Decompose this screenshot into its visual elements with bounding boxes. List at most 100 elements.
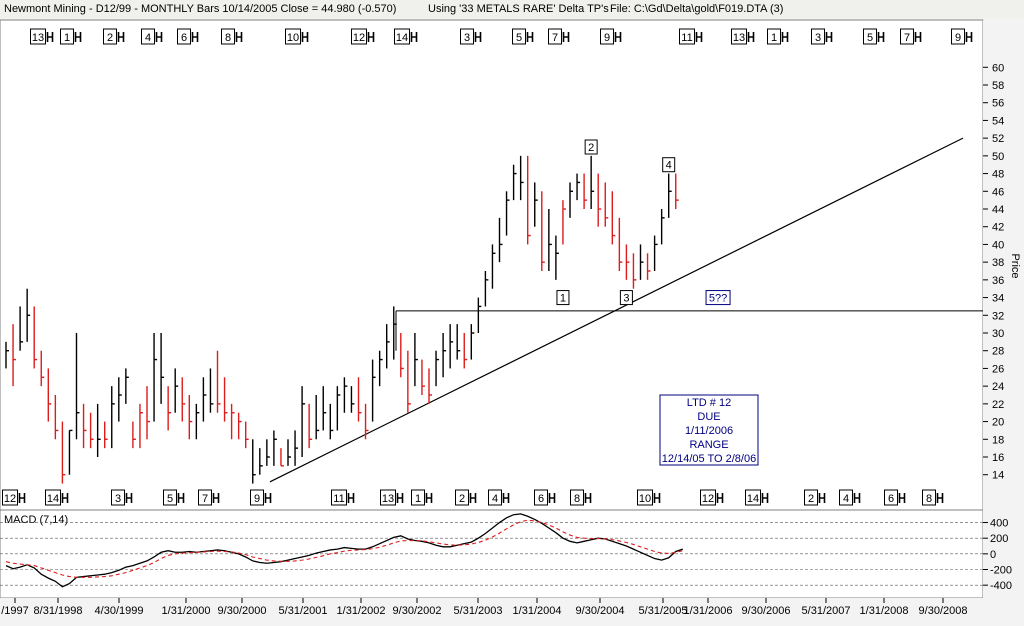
bottom-marker-tick-icon [653,493,661,503]
wave-label: 5?? [709,293,727,305]
top-marker-tick-icon [74,32,82,42]
wave-label: 2 [588,142,594,154]
top-marker-label: 9 [604,32,610,44]
top-marker-box [679,28,695,45]
bottom-marker-label: 6 [888,493,894,505]
bottom-marker-tick-icon [716,493,724,503]
bottom-marker-tick-icon [347,493,355,503]
top-marker-tick-icon [965,32,973,42]
bottom-marker-label: 4 [843,493,849,505]
bottom-marker-label: 1 [415,493,421,505]
macd-line [5,513,684,588]
bottom-marker-box [570,489,584,506]
bottom-marker-label: 7 [202,493,208,505]
macd-y-tick-label: 400 [990,518,1008,530]
top-marker-box [811,28,825,45]
top-marker-tick-icon [747,32,755,42]
top-marker-tick-icon [474,32,482,42]
bottom-marker-label: 12 [4,493,16,505]
top-marker-label: 3 [464,32,470,44]
wave-label: 4 [666,160,672,172]
bottom-marker-box [884,489,898,506]
top-marker-box [731,28,747,45]
price-y-tick-label: 22 [992,399,1004,411]
top-marker-box [951,28,965,45]
top-marker-box [900,28,914,45]
bottom-marker-tick-icon [18,493,26,503]
top-marker-label: 4 [145,32,151,44]
ltd-info-line: RANGE [689,439,728,451]
wave-label: 1 [560,293,566,305]
bottom-marker-tick-icon [425,493,433,503]
bottom-marker-label: 6 [538,493,544,505]
top-marker-box [30,28,46,45]
bottom-marker-label: 14 [747,493,759,505]
bottom-marker-tick-icon [548,493,556,503]
x-tick-label: 1/31/2006 [684,605,733,617]
price-y-tick-label: 24 [992,381,1004,393]
macd-y-tick-label: -200 [990,565,1012,577]
top-marker-label: 1 [64,32,70,44]
bottom-marker-box [637,489,653,506]
price-y-tick-label: 36 [992,275,1004,287]
bottom-marker-tick-icon [936,493,944,503]
x-tick-label: 1/31/2002 [337,605,386,617]
x-tick-label: /1997 [1,605,29,617]
top-marker-box [103,28,117,45]
top-marker-tick-icon [877,32,885,42]
bottom-marker-box [331,489,347,506]
macd-y-tick-label: -400 [990,580,1012,592]
price-y-tick-label: 18 [992,434,1004,446]
delta-set-label: Using '33 METALS RARE' Delta TP's [428,3,609,15]
price-panel [0,19,984,511]
x-tick-label: 8/31/1998 [34,605,83,617]
bottom-marker-box [488,489,502,506]
bottom-marker-box [745,489,761,506]
bottom-marker-tick-icon [584,493,592,503]
wave-label-box [584,139,598,155]
bottom-marker-label: 5 [167,493,173,505]
bottom-marker-box [250,489,264,506]
bottom-marker-label: 11 [333,493,344,505]
top-marker-box [512,28,526,45]
top-marker-label: 2 [107,32,113,44]
bottom-marker-box [380,489,396,506]
x-tick-label: 5/31/2005 [639,605,688,617]
wave-label-box [556,290,570,306]
bottom-marker-tick-icon [853,493,861,503]
trend-line [269,137,964,483]
price-y-tick-label: 30 [992,328,1004,340]
price-y-tick-label: 44 [992,204,1004,216]
price-y-tick-label: 54 [992,115,1004,127]
x-tick-label: 5/31/2001 [279,605,328,617]
top-marker-label: 13 [32,32,44,44]
top-marker-tick-icon [155,32,163,42]
top-marker-label: 11 [681,32,692,44]
bottom-axis-panel [0,598,1024,626]
chart-header: Newmont Mining - D12/99 - MONTHLY Bars 1… [0,0,1024,18]
wave-label-box [705,290,731,306]
bottom-marker-box [922,489,936,506]
top-marker-box [394,28,410,45]
bottom-marker-tick-icon [125,493,133,503]
top-marker-box [351,28,367,45]
top-marker-label: 7 [904,32,910,44]
ltd-info-line: LTD # 12 [687,397,731,409]
wave-label-box [662,157,676,173]
bottom-marker-label: 3 [115,493,121,505]
price-y-tick-label: 40 [992,239,1004,251]
file-path-label: File: C:\Gd\Delta\gold\F019.DTA (3) [610,3,784,15]
x-tick-label: 1/31/2008 [860,605,909,617]
top-marker-tick-icon [614,32,622,42]
top-marker-tick-icon [301,32,309,42]
top-marker-label: 5 [516,32,522,44]
price-y-tick-label: 32 [992,310,1004,322]
bottom-marker-label: 12 [702,493,714,505]
top-marker-box [285,28,301,45]
top-marker-box [60,28,74,45]
bottom-marker-box [700,489,716,506]
bottom-marker-tick-icon [818,493,826,503]
top-marker-label: 7 [552,32,558,44]
top-marker-tick-icon [914,32,922,42]
bottom-marker-label: 14 [47,493,59,505]
